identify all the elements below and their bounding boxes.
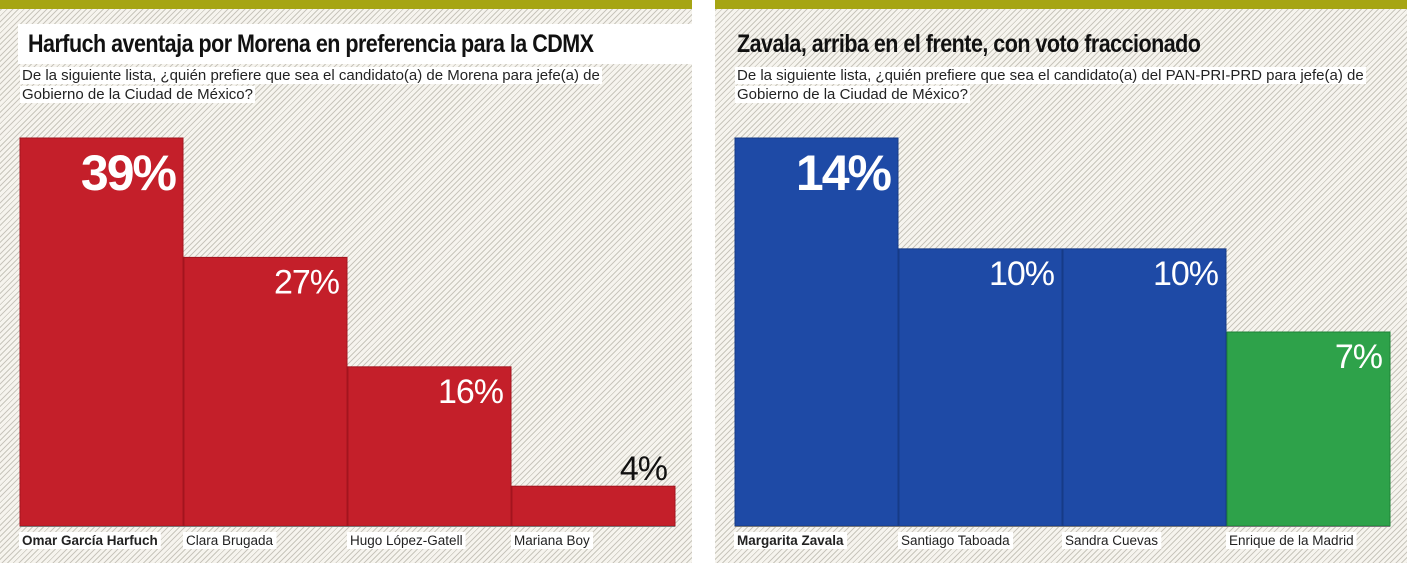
- right-bar-chart: 14% Margarita Zavala 10% Santiago Taboada 10…: [734, 137, 1391, 549]
- bar-enrique-de-la-madrid: [1226, 331, 1391, 527]
- left-question-text: De la siguiente lista, ¿quién prefiere q…: [20, 66, 660, 104]
- category-label-bg: [183, 532, 277, 549]
- category-label-bg: [1062, 532, 1162, 549]
- value-label-clara-brugada: 27%: [274, 263, 340, 301]
- category-label-bg: [511, 532, 594, 549]
- category-label-omar-garcia-harfuch: Omar García Harfuch: [22, 533, 158, 548]
- category-label-bg: [734, 532, 848, 549]
- value-label-margarita-zavala: 14%: [796, 145, 892, 201]
- bar-margarita-zavala: [734, 137, 899, 527]
- value-label-omar-garcia-harfuch: 39%: [81, 145, 177, 201]
- category-label-bg: [1226, 532, 1357, 549]
- value-label-enrique-de-la-madrid: 7%: [1335, 338, 1383, 376]
- left-bar-chart: 39% Omar García Harfuch 27% Clara Brugada 16…: [19, 137, 676, 549]
- category-label-sandra-cuevas: Sandra Cuevas: [1065, 533, 1158, 548]
- left-chart-panel: Harfuch aventaja por Morena en preferenc…: [0, 0, 692, 563]
- right-chart-panel: Zavala, arriba en el frente, con voto fr…: [715, 0, 1407, 563]
- category-label-bg: [19, 532, 161, 549]
- right-question-text: De la siguiente lista, ¿quién prefiere q…: [735, 66, 1375, 104]
- bar-mariana-boy: [511, 485, 676, 527]
- value-label-hugo-lopez-gatell: 16%: [438, 373, 504, 411]
- left-title-box: Harfuch aventaja por Morena en preferenc…: [18, 24, 692, 64]
- right-title-box: Zavala, arriba en el frente, con voto fr…: [733, 24, 1280, 64]
- value-label-mariana-boy: 4%: [620, 450, 668, 488]
- value-label-santiago-taboada: 10%: [989, 255, 1055, 293]
- accent-bar: [715, 0, 1407, 9]
- bar-santiago-taboada: [898, 248, 1063, 527]
- value-label-sandra-cuevas: 10%: [1153, 255, 1219, 293]
- category-label-bg: [898, 532, 1014, 549]
- category-label-mariana-boy: Mariana Boy: [514, 533, 590, 548]
- left-chart-title: Harfuch aventaja por Morena en preferenc…: [28, 29, 594, 58]
- category-label-santiago-taboada: Santiago Taboada: [901, 533, 1010, 548]
- bar-omar-garcia-harfuch: [19, 137, 184, 527]
- category-label-bg: [347, 532, 466, 549]
- bar-sandra-cuevas: [1062, 248, 1227, 527]
- category-label-hugo-lopez-gatell: Hugo López-Gatell: [350, 533, 463, 548]
- accent-bar: [0, 0, 692, 9]
- category-label-margarita-zavala: Margarita Zavala: [737, 533, 844, 548]
- category-label-clara-brugada: Clara Brugada: [186, 533, 274, 548]
- category-label-enrique-de-la-madrid: Enrique de la Madrid: [1229, 533, 1354, 548]
- right-chart-title: Zavala, arriba en el frente, con voto fr…: [737, 29, 1201, 58]
- bar-hugo-lopez-gatell: [347, 366, 512, 527]
